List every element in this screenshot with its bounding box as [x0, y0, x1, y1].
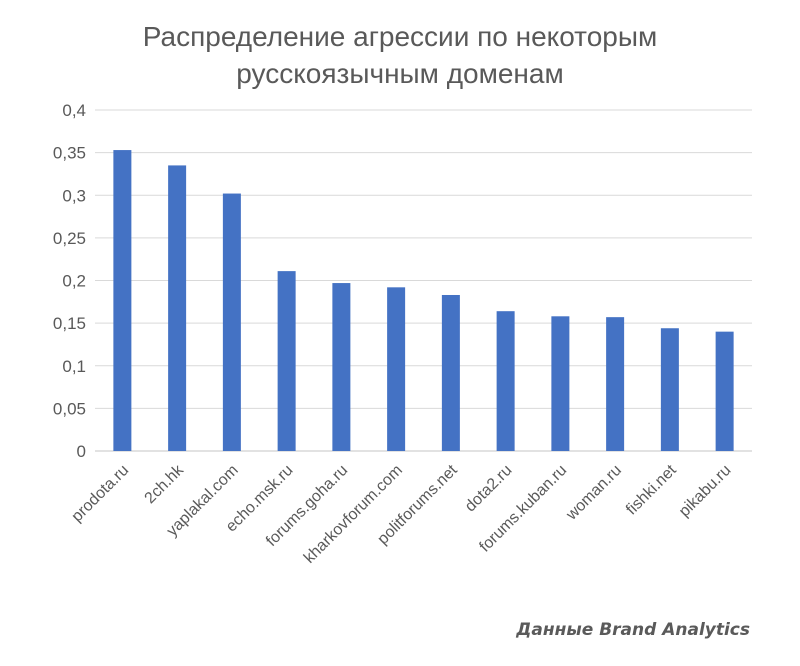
- x-category-label: dota2.ru: [462, 462, 516, 516]
- bar: [113, 150, 132, 451]
- bar: [441, 294, 460, 451]
- bar: [387, 287, 406, 451]
- y-tick-label: 0,1: [62, 357, 86, 376]
- bar: [332, 283, 351, 451]
- bar: [277, 271, 296, 451]
- x-category-label: 2ch.hk: [142, 461, 188, 507]
- x-axis-category-labels: prodota.ru 2ch.hkyaplakal.comecho.msk.ruf…: [69, 461, 735, 567]
- y-tick-label: 0: [77, 442, 86, 461]
- chart-title-line-2: русскоязычным доменам: [236, 58, 564, 89]
- x-category-label: pikabu.ru: [676, 462, 735, 521]
- y-tick-label: 0,2: [62, 272, 86, 291]
- x-category-label: woman.ru: [563, 462, 625, 524]
- bar: [606, 317, 625, 451]
- y-tick-label: 0,15: [53, 314, 86, 333]
- y-tick-label: 0,4: [62, 101, 86, 120]
- y-tick-label: 0,25: [53, 229, 86, 248]
- bar: [551, 316, 570, 451]
- y-tick-label: 0,05: [53, 399, 86, 418]
- y-tick-label: 0,35: [53, 144, 86, 163]
- y-tick-label: 0,3: [62, 186, 86, 205]
- source-note: Данные Brand Analytics: [516, 620, 750, 640]
- gridlines: [95, 109, 752, 452]
- bar: [715, 331, 734, 451]
- chart-title-line-1: Распределение агрессии по некоторым: [142, 21, 658, 52]
- bar: [496, 311, 515, 451]
- bar: [168, 165, 187, 451]
- y-axis-tick-labels: 0 0,05 0,1 0,15 0,2 0,25 0,3 0,35 0,4: [53, 101, 86, 461]
- x-category-label: kharkovforum.com: [301, 462, 406, 567]
- x-category-label: prodota.ru: [69, 462, 133, 526]
- bar: [222, 193, 241, 452]
- chart-title: Распределение агрессии по некоторым русс…: [0, 18, 800, 92]
- x-category-label: fishki.net: [623, 461, 680, 518]
- bar: [660, 328, 679, 451]
- bars: [113, 150, 734, 452]
